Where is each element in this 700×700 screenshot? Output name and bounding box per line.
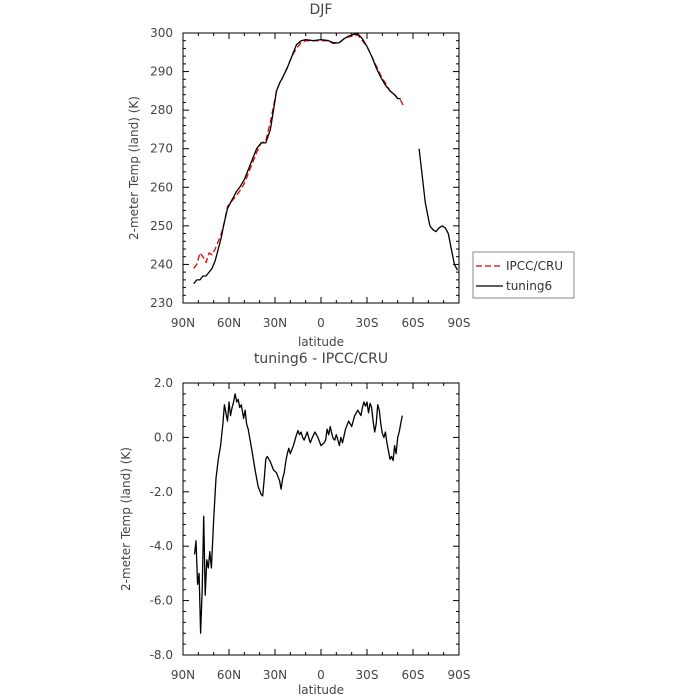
y-tick-label: 260 [150,180,173,194]
y-tick-label: 250 [150,219,173,233]
y-tick-label: 240 [150,257,173,271]
x-tick-label: 60S [402,316,425,330]
y-tick-label: 0.0 [154,430,173,444]
x-tick-label: 0 [317,316,325,330]
plot-frame [182,32,460,304]
x-axis-title: latitude [298,335,344,349]
y-axis-title: 2-meter Temp (land) (K) [119,447,133,591]
x-tick-label: 30N [263,668,287,682]
y-tick-label: -4.0 [150,539,173,553]
y-tick-label: 230 [150,296,173,310]
plot-frame [182,382,460,656]
x-tick-label: 90N [171,316,195,330]
y-tick-label: 300 [150,26,173,40]
x-tick-label: 30N [263,316,287,330]
x-axis-title: latitude [298,683,344,697]
x-tick-label: 90S [448,316,471,330]
chart-title: DJF [310,2,333,18]
x-tick-label: 60S [402,668,425,682]
x-tick-label: 90S [448,668,471,682]
legend: IPCC/CRU tuning6 [472,251,575,299]
y-tick-label: -2.0 [150,485,173,499]
x-tick-label: 30S [356,316,379,330]
legend-label: tuning6 [506,279,552,293]
y-tick-label: 270 [150,142,173,156]
y-axis-title: 2-meter Temp (land) (K) [127,96,141,240]
y-tick-label: -6.0 [150,594,173,608]
chart-title: tuning6 - IPCC/CRU [254,351,388,367]
y-tick-label: 2.0 [154,376,173,390]
tuning6-series-line [418,148,459,271]
y-tick-label: 290 [150,65,173,79]
x-tick-label: 90N [171,668,195,682]
y-tick-label: 280 [150,103,173,117]
x-tick-label: 30S [356,668,379,682]
y-tick-label: -8.0 [150,648,173,662]
ipcc-cru-series-line [193,34,405,269]
difference-series-line [193,393,403,634]
x-tick-label: 60N [217,668,241,682]
legend-label: IPCC/CRU [506,259,563,273]
tuning6-series-line [193,33,401,285]
chart-panel-1: 230 240 250 260 270 280 290 300 90N 60N 30N 0 30S 60S… [127,2,575,349]
chart-panel-2: -8.0 -6.0 -4.0 -2.0 0.0 2.0 90N 60N 30N 0 30S 60S 90… [119,351,470,697]
legend-box [472,251,575,299]
x-tick-label: 0 [317,668,325,682]
x-tick-label: 60N [217,316,241,330]
